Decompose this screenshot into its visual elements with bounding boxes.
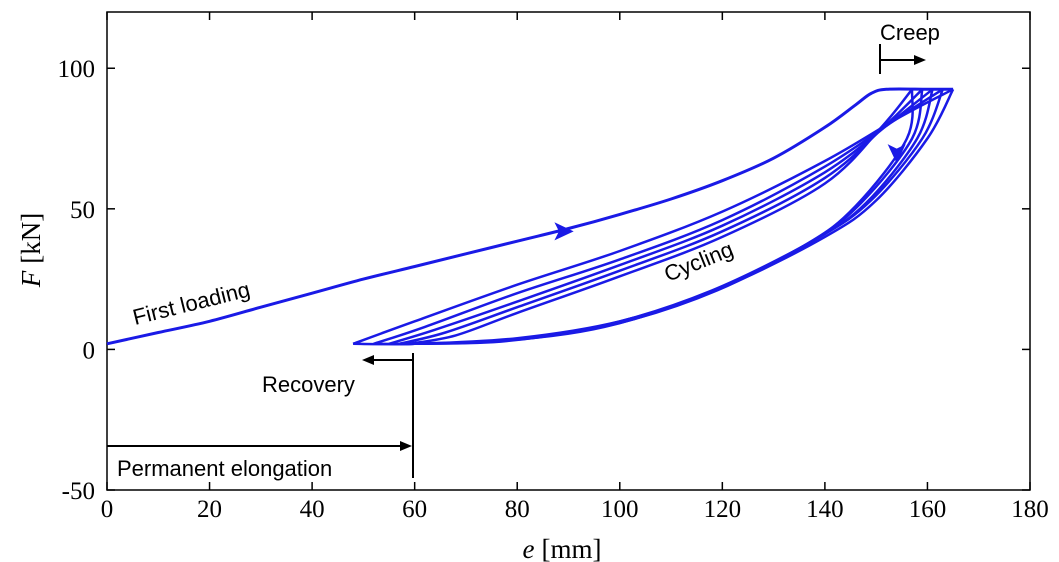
cycling-annotation: Cycling	[661, 236, 737, 286]
y-axis-unit: [kN]	[16, 213, 46, 264]
creep-arrow-head	[914, 55, 926, 65]
first-loading-annotation: First loading	[130, 277, 252, 330]
x-tick-label: 160	[909, 496, 947, 523]
y-axis-label: F [kN]	[16, 213, 46, 288]
direction-arrow-1	[554, 222, 574, 241]
x-tick-label: 100	[601, 496, 639, 523]
cycle-5-unloading-line	[405, 89, 914, 346]
x-tick-label: 20	[197, 496, 222, 523]
x-axis-var: e	[523, 534, 535, 562]
recovery-arrow-head	[362, 355, 374, 365]
y-tick-label: -50	[62, 478, 95, 505]
cycle-1-loading-line	[352, 88, 954, 345]
permanent-elongation-annotation: Permanent elongation	[117, 456, 332, 481]
annotation-arrows	[107, 44, 926, 478]
x-axis-unit: [mm]	[541, 534, 601, 562]
x-tick-label: 60	[402, 496, 427, 523]
x-axis-label: e [mm]	[523, 534, 602, 562]
plot-frame	[106, 11, 1031, 491]
x-tick-label: 0	[101, 496, 114, 523]
direction-arrow-2	[887, 144, 906, 164]
cycle-1-unloading-line	[353, 88, 955, 346]
first-loading-line	[106, 87, 954, 346]
permanent-elongation-arrow-head	[400, 441, 412, 451]
y-tick-label: 0	[83, 337, 96, 364]
recovery-annotation: Recovery	[262, 372, 355, 397]
x-tick-label: 80	[505, 496, 530, 523]
cycle-3-unloading-line	[388, 88, 934, 346]
cycle-5-loading-line	[409, 88, 914, 346]
y-tick-label: 100	[58, 56, 96, 83]
plot-area	[106, 11, 1031, 491]
x-tick-label: 120	[704, 496, 742, 523]
x-tick-label: 140	[806, 496, 844, 523]
y-axis-var: F	[16, 270, 46, 288]
y-tick-label: 50	[70, 197, 95, 224]
creep-annotation: Creep	[880, 20, 940, 45]
x-tick-label: 180	[1011, 496, 1049, 523]
x-tick-label: 40	[300, 496, 325, 523]
